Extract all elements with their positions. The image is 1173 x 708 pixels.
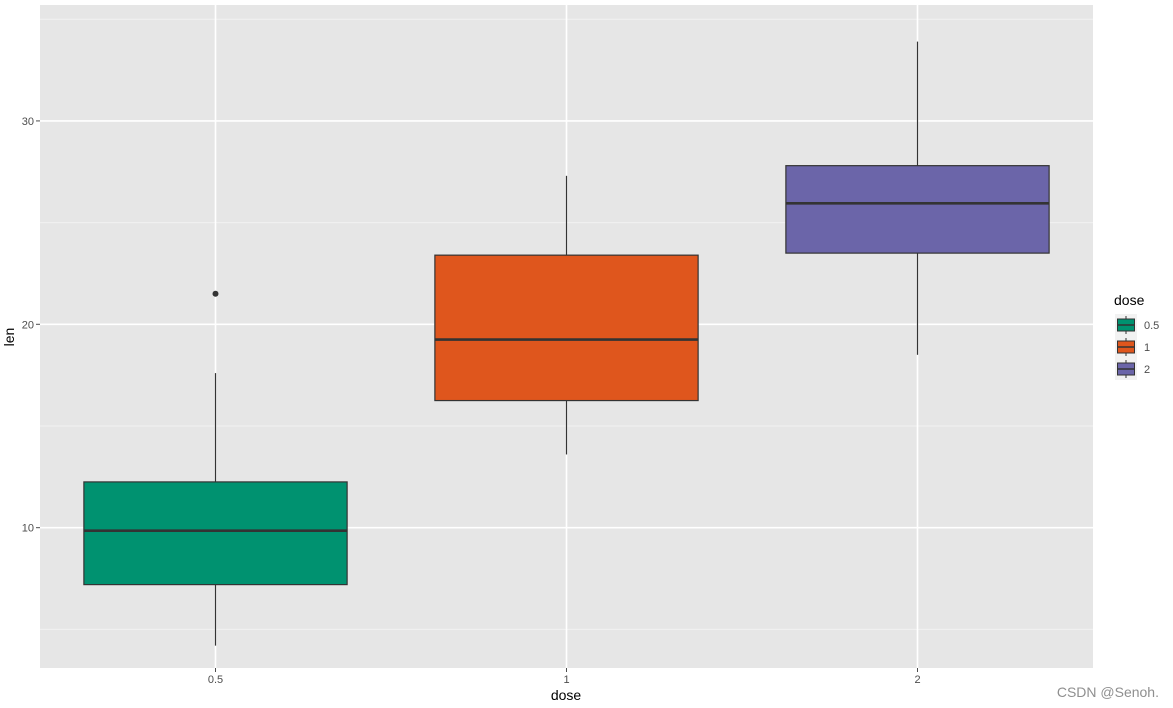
x-tick-label: 0.5 [208,674,223,686]
x-axis-ticks: 0.5 1 2 [208,668,921,686]
x-tick-label: 2 [914,674,920,686]
y-axis-ticks: 10 20 30 [22,116,40,535]
box-series [83,41,1050,646]
legend-label: 0.5 [1144,320,1159,332]
box-iqr [83,481,348,586]
x-tick-label: 1 [563,674,569,686]
box-iqr [785,165,1050,254]
y-axis-label: len [1,328,17,347]
legend-title: dose [1114,292,1145,308]
legend: dose 0.5 1 2 [1114,292,1159,380]
legend-item-1: 1 [1115,336,1150,358]
y-tick-label: 30 [22,116,34,128]
x-axis-label: dose [551,687,582,703]
y-tick-label: 20 [22,319,34,331]
box-0.5 [83,290,348,646]
outlier-point [212,290,219,297]
legend-label: 2 [1144,364,1150,376]
watermark: CSDN @Senoh. [1056,684,1159,700]
box-1 [434,175,699,455]
y-tick-label: 10 [22,523,34,535]
box-iqr [434,254,699,402]
legend-label: 1 [1144,342,1150,354]
legend-item-2: 2 [1115,358,1150,380]
box-2 [785,41,1050,355]
legend-item-0.5: 0.5 [1115,314,1159,336]
